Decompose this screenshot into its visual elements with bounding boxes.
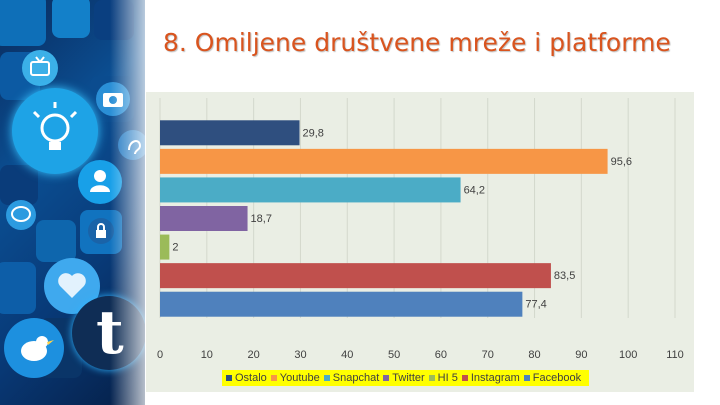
x-tick-label: 20 — [248, 349, 260, 361]
legend-item: Snapchat — [323, 372, 380, 384]
legend-swatch — [323, 375, 330, 381]
legend-label: Youtube — [279, 372, 320, 384]
x-tick-label: 40 — [341, 349, 353, 361]
data-label: 64,2 — [464, 184, 485, 196]
legend-item: Facebook — [523, 372, 582, 384]
data-label: 83,5 — [554, 270, 575, 282]
bar-youtube — [160, 148, 608, 174]
legend-item: Instagram — [461, 372, 520, 384]
x-tick-label: 70 — [482, 349, 494, 361]
legend-label: HI 5 — [437, 372, 458, 384]
legend-swatch — [226, 375, 232, 381]
legend-item: Ostalo — [226, 372, 267, 384]
legend-label: Instagram — [470, 372, 520, 384]
data-label: 2 — [172, 242, 178, 254]
legend-item: Youtube — [270, 372, 320, 384]
bar-instagram — [160, 263, 551, 289]
bar-chart: 0 10 20 30 40 50 60 70 80 90 100 110 29,8 95,6 64,2 18,… — [157, 98, 684, 361]
legend-swatch — [461, 375, 468, 381]
bar-snapchat — [160, 177, 461, 203]
legend-label: Facebook — [532, 372, 582, 384]
x-tick-label: 50 — [388, 349, 400, 361]
bar-facebook — [160, 291, 523, 317]
lightbulb-icon — [12, 88, 98, 174]
legend-swatch — [270, 375, 277, 381]
tv-icon — [22, 50, 58, 86]
slide-title: 8. Omiljene društvene mreže i platforme — [163, 28, 671, 57]
data-label: 29,8 — [303, 127, 324, 139]
chart-panel: 0 10 20 30 40 50 60 70 80 90 100 110 29,8 95,6 64,2 18,… — [146, 92, 694, 392]
data-label: 95,6 — [611, 156, 632, 168]
x-tick-label: 10 — [201, 349, 213, 361]
legend-item: HI 5 — [428, 372, 458, 384]
legend-swatch — [383, 375, 390, 381]
data-label: 77,4 — [525, 299, 546, 311]
bar-twitter — [160, 206, 248, 231]
x-tick-label: 30 — [294, 349, 306, 361]
legend-label: Snapchat — [332, 372, 380, 384]
legend-swatch — [523, 375, 530, 381]
x-tick-label: 110 — [666, 349, 684, 361]
legend-swatch — [428, 375, 435, 381]
x-tick-label: 60 — [435, 349, 447, 361]
lock-icon — [88, 218, 114, 244]
x-tick-label: 0 — [157, 349, 163, 361]
bar-hi-5 — [160, 234, 170, 260]
x-tick-label: 90 — [575, 349, 587, 361]
legend-label: Ostalo — [235, 372, 267, 384]
x-tick-label: 80 — [528, 349, 540, 361]
bar-ostalo — [160, 120, 300, 146]
chat-icon — [6, 200, 36, 230]
legend-item: Twitter — [383, 372, 425, 384]
chart-legend: Ostalo Youtube Snapchat Twitter HI 5 Instagra… — [222, 370, 590, 386]
data-label: 18,7 — [251, 213, 272, 225]
x-tick-label: 100 — [619, 349, 637, 361]
legend-label: Twitter — [392, 372, 425, 384]
bird-icon — [4, 318, 64, 378]
